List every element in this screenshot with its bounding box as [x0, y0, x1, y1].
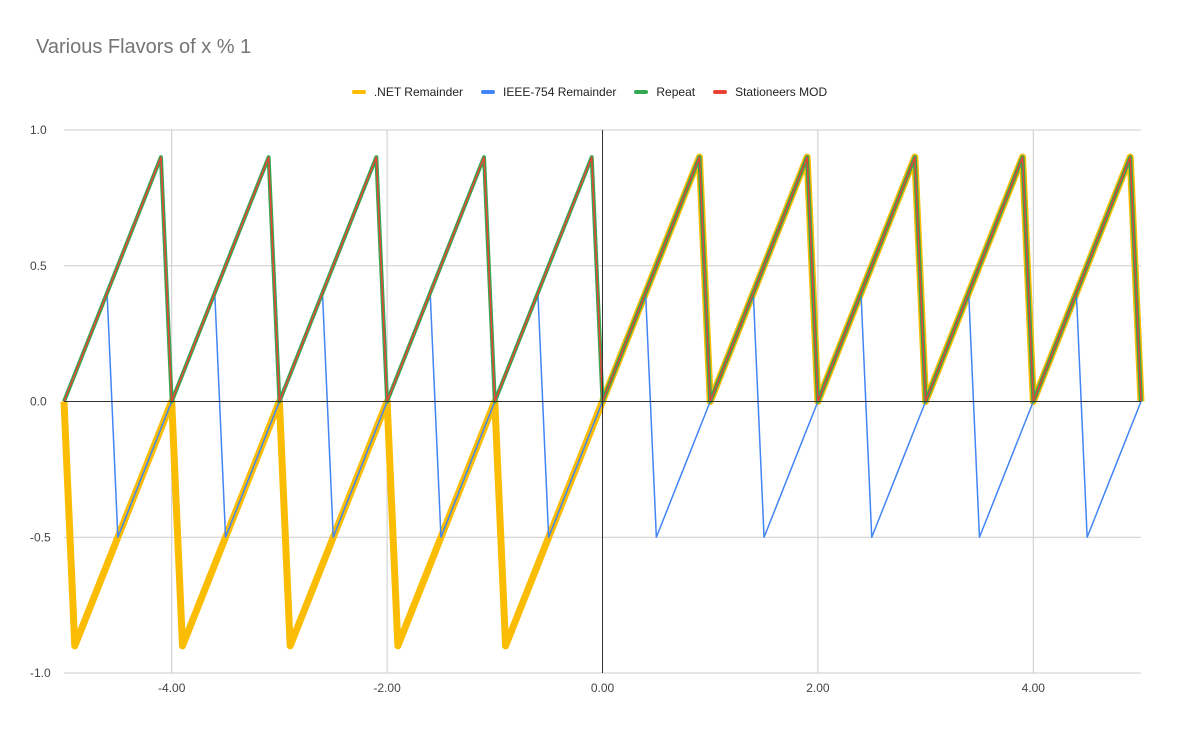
legend-swatch-stationeers-mod: [713, 90, 728, 94]
x-tick-label: 4.00: [1022, 681, 1046, 695]
y-tick-label: -0.5: [30, 530, 51, 544]
chart-title: Various Flavors of x % 1: [36, 36, 252, 58]
y-tick-label: 1.0: [30, 123, 47, 137]
legend-label-net-remainder: .NET Remainder: [373, 85, 463, 99]
legend-item-ieee-remainder[interactable]: IEEE-754 Remainder: [481, 85, 616, 99]
legend-swatch-net-remainder: [351, 90, 366, 94]
legend-label-ieee-remainder: IEEE-754 Remainder: [503, 85, 617, 99]
x-tick-label: 2.00: [806, 681, 830, 695]
tick-labels: -1.0 -0.5 0.0 0.5 1.0 -4.00 -2.00 0.00 2.00 4.00: [30, 123, 1045, 695]
axes: [64, 130, 1141, 673]
legend-item-stationeers-mod[interactable]: Stationeers MOD: [713, 85, 827, 99]
x-tick-label: -2.00: [373, 681, 401, 695]
legend-label-stationeers-mod: Stationeers MOD: [735, 85, 828, 99]
legend: .NET Remainder IEEE-754 Remainder Repeat…: [0, 82, 1179, 102]
y-tick-label: 0.5: [30, 259, 47, 273]
x-tick-label: 0.00: [591, 681, 615, 695]
legend-item-repeat[interactable]: Repeat: [634, 85, 695, 99]
legend-item-net-remainder[interactable]: .NET Remainder: [351, 85, 463, 99]
y-tick-label: 0.0: [30, 395, 47, 409]
x-tick-label: -4.00: [158, 681, 186, 695]
legend-label-repeat: Repeat: [656, 85, 696, 99]
y-tick-label: -1.0: [30, 666, 51, 680]
legend-swatch-ieee-remainder: [481, 90, 495, 94]
legend-swatch-repeat: [634, 90, 649, 94]
